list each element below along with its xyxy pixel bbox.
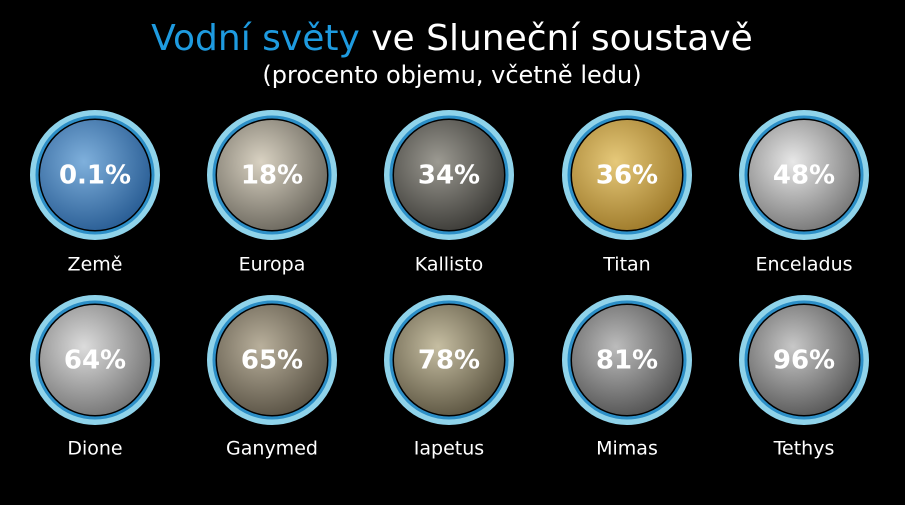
ring-outer (207, 110, 337, 240)
value-label: 78% (418, 346, 480, 376)
ring-inner (212, 300, 332, 420)
value-label: 65% (241, 346, 303, 376)
title: Vodní světy ve Sluneční soustavě (151, 18, 753, 59)
body-sphere (394, 305, 504, 415)
title-highlight: Vodní světy (151, 18, 360, 59)
body-sphere (40, 120, 150, 230)
subtitle: (procento objemu, včetně ledu) (262, 61, 641, 89)
ring-outer (739, 295, 869, 425)
value-label: 34% (418, 161, 480, 191)
body-name: Kallisto (415, 254, 484, 276)
body-sphere (572, 305, 682, 415)
ring-inner (389, 300, 509, 420)
body-name: Tethys (773, 438, 835, 460)
ring-inner (389, 115, 509, 235)
body-sphere (217, 305, 327, 415)
body-sphere (749, 120, 859, 230)
body-sphere (40, 305, 150, 415)
value-label: 96% (773, 346, 835, 376)
ring-inner (744, 300, 864, 420)
body-name: Titan (602, 254, 650, 276)
ring-outer (30, 295, 160, 425)
value-label: 64% (64, 346, 126, 376)
body-name: Ganymed (226, 438, 318, 460)
ring-inner (567, 115, 687, 235)
title-rest: ve Sluneční soustavě (371, 18, 753, 59)
body-sphere (217, 120, 327, 230)
body-sphere (394, 120, 504, 230)
body-name: Dione (67, 438, 122, 460)
ring-outer (30, 110, 160, 240)
ring-outer (384, 295, 514, 425)
body-name: Iapetus (414, 438, 484, 460)
ring-inner (567, 300, 687, 420)
ring-outer (562, 110, 692, 240)
ring-inner (744, 115, 864, 235)
ring-inner (35, 300, 155, 420)
value-label: 18% (241, 161, 303, 191)
ring-outer (562, 295, 692, 425)
body-name: Mimas (596, 438, 658, 460)
ring-inner (212, 115, 332, 235)
value-label: 81% (596, 346, 658, 376)
body-name: Europa (239, 254, 306, 276)
value-label: 0.1% (59, 161, 131, 191)
value-label: 36% (596, 161, 658, 191)
ring-outer (384, 110, 514, 240)
body-sphere (749, 305, 859, 415)
ring-inner (35, 115, 155, 235)
ring-outer (207, 295, 337, 425)
body-sphere (572, 120, 682, 230)
body-name: Země (68, 254, 123, 276)
value-label: 48% (773, 161, 835, 191)
body-name: Enceladus (755, 254, 852, 276)
ring-outer (739, 110, 869, 240)
